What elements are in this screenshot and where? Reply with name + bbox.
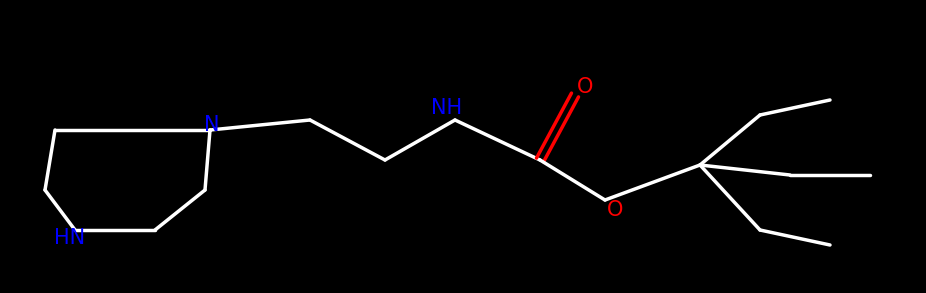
Text: HN: HN <box>55 228 85 248</box>
Text: O: O <box>577 77 594 97</box>
Text: NH: NH <box>432 98 463 118</box>
Text: O: O <box>607 200 623 220</box>
Text: N: N <box>205 115 219 135</box>
